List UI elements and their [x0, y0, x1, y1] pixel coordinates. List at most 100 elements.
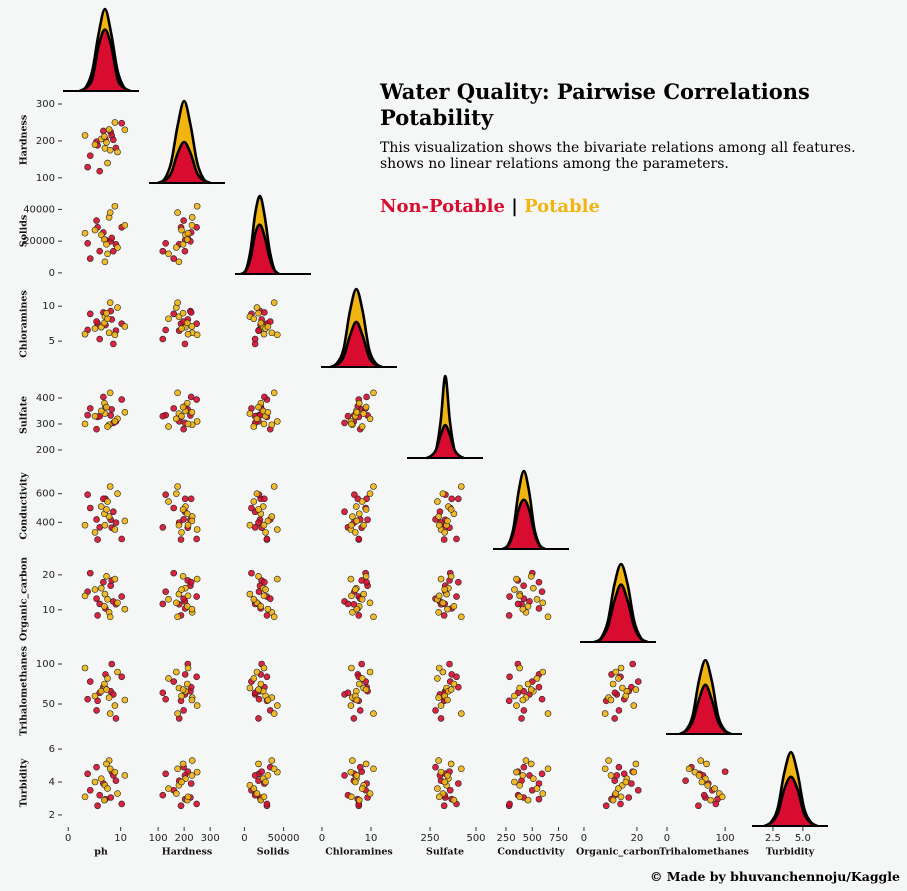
scatter-point	[110, 247, 117, 255]
scatter-point	[104, 159, 111, 167]
scatter-point	[617, 800, 624, 808]
scatter-point	[179, 506, 187, 513]
scatter-point	[178, 529, 185, 536]
scatter-point	[535, 605, 543, 612]
scatter-point	[506, 673, 513, 681]
y-axis-label: Hardness	[19, 115, 30, 165]
scatter-point	[358, 423, 366, 430]
scatter-point	[159, 600, 167, 608]
scatter-point	[111, 418, 119, 425]
scatter-point	[253, 668, 261, 676]
scatter-point	[617, 664, 625, 672]
scatter-point	[173, 599, 180, 607]
scatter-point	[110, 340, 117, 348]
scatter-point	[94, 802, 101, 810]
scatter-point	[260, 521, 268, 529]
scatter-point	[360, 410, 367, 417]
scatter-point	[527, 760, 535, 768]
x-tick-label: 500	[523, 833, 542, 844]
scatter-point	[91, 141, 99, 148]
scatter-point	[535, 683, 543, 691]
scatter-point	[268, 757, 276, 764]
scatter-point	[101, 258, 109, 266]
scatter-point	[103, 572, 110, 580]
scatter-point	[363, 578, 370, 586]
scatter-point	[615, 785, 622, 792]
scatter-point	[363, 393, 370, 401]
scatter-point	[353, 503, 360, 510]
scatter-point	[101, 680, 108, 688]
scatter-point	[114, 244, 121, 251]
scatter-point	[112, 715, 120, 722]
scatter-point	[539, 668, 547, 676]
scatter-point	[106, 389, 114, 397]
scatter-point	[188, 605, 196, 613]
scatter-point	[100, 578, 107, 586]
scatter-point	[607, 772, 615, 779]
scatter-point	[255, 695, 263, 703]
scatter-point	[355, 510, 363, 518]
scatter-point	[177, 802, 185, 810]
scatter-point	[187, 578, 195, 586]
scatter-point	[444, 605, 451, 613]
x-tick-label: 0	[241, 833, 247, 844]
scatter-point	[193, 593, 200, 600]
y-axis-label: Chloramines	[19, 290, 30, 358]
scatter-point	[257, 319, 265, 327]
scatter-point	[159, 689, 167, 697]
scatter-point	[106, 146, 114, 154]
scatter-point	[344, 689, 352, 697]
scatter-point	[193, 768, 201, 776]
scatter-point	[511, 586, 518, 593]
scatter-point	[615, 675, 622, 682]
scatter-point	[274, 575, 281, 583]
scatter-point	[268, 329, 276, 337]
scatter-point	[613, 772, 621, 779]
scatter-point	[162, 491, 169, 498]
legend-entry: Non-Potable	[380, 196, 505, 217]
scatter-point	[358, 675, 366, 682]
scatter-point	[341, 508, 348, 516]
scatter-point	[93, 318, 100, 325]
scatter-point	[524, 680, 532, 688]
scatter-point	[520, 763, 528, 771]
scatter-point	[261, 578, 268, 586]
chart-title: Water Quality: Pairwise Correlations	[379, 79, 810, 104]
scatter-point	[611, 689, 619, 697]
scatter-point	[262, 529, 269, 536]
scatter-point	[434, 498, 441, 505]
scatter-point	[193, 396, 200, 403]
x-axis-label: Turbidity	[766, 847, 815, 858]
scatter-point	[348, 521, 355, 529]
scatter-point	[178, 226, 185, 234]
scatter-point	[455, 780, 462, 787]
scatter-point	[450, 680, 458, 688]
scatter-point	[121, 221, 129, 229]
scatter-point	[91, 529, 99, 536]
scatter-point	[257, 680, 265, 688]
credit: © Made by bhuvanchennoju/Kaggle	[650, 869, 900, 884]
scatter-point	[187, 309, 195, 316]
scatter-point	[121, 323, 129, 330]
scatter-point	[441, 586, 449, 593]
scatter-point	[441, 778, 449, 786]
scatter-point	[173, 415, 180, 423]
scatter-point	[103, 241, 110, 248]
scatter-point	[453, 673, 460, 681]
scatter-point	[81, 420, 89, 428]
scatter-point	[248, 504, 255, 512]
scatter-point	[364, 516, 371, 524]
scatter-point	[524, 603, 532, 610]
scatter-point	[246, 410, 254, 417]
x-tick-label: 100	[716, 833, 735, 844]
scatter-point	[348, 793, 355, 801]
scatter-point	[94, 612, 101, 619]
scatter-point	[274, 331, 281, 339]
scatter-point	[264, 696, 272, 704]
scatter-point	[174, 389, 181, 397]
scatter-point	[108, 234, 116, 242]
y-tick-label: 10	[42, 301, 55, 312]
scatter-point	[352, 586, 359, 593]
scatter-point	[180, 516, 187, 523]
legend-separator: |	[511, 196, 518, 217]
